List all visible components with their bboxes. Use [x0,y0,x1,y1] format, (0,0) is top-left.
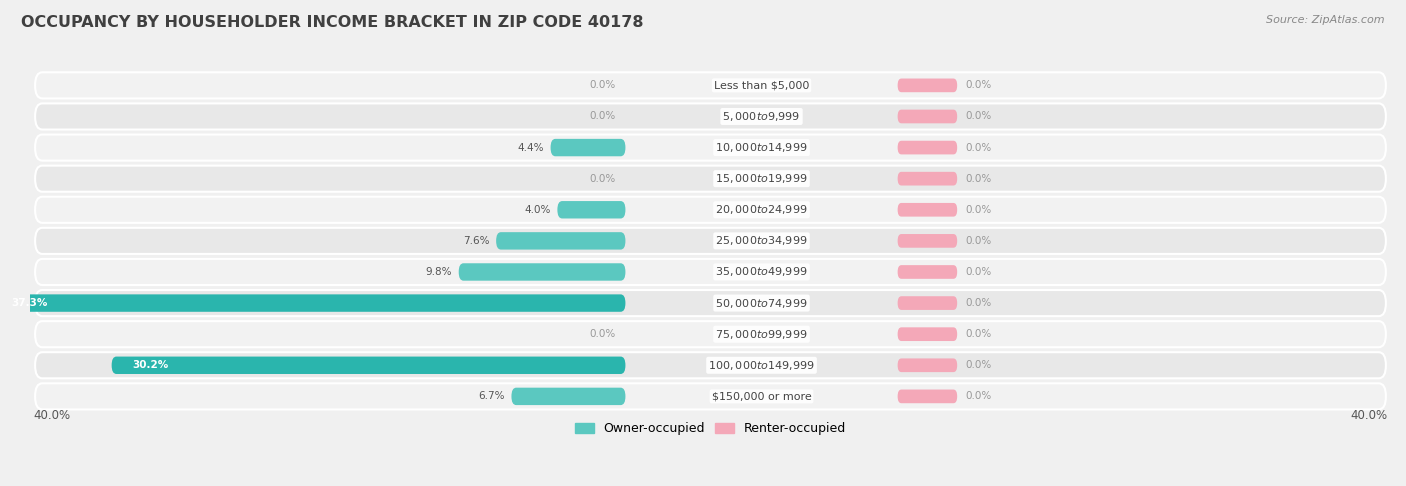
FancyBboxPatch shape [897,234,957,248]
Text: $5,000 to $9,999: $5,000 to $9,999 [723,110,800,123]
Text: $75,000 to $99,999: $75,000 to $99,999 [716,328,808,341]
Text: 40.0%: 40.0% [1351,409,1388,422]
FancyBboxPatch shape [35,259,1386,285]
FancyBboxPatch shape [897,328,957,341]
Text: 40.0%: 40.0% [34,409,70,422]
Text: 37.3%: 37.3% [11,298,48,308]
Text: $10,000 to $14,999: $10,000 to $14,999 [716,141,808,154]
Text: 9.8%: 9.8% [426,267,451,277]
Text: 6.7%: 6.7% [478,391,505,401]
FancyBboxPatch shape [111,357,626,374]
Text: 4.0%: 4.0% [524,205,551,215]
Text: 0.0%: 0.0% [966,391,991,401]
Text: $15,000 to $19,999: $15,000 to $19,999 [716,172,808,185]
FancyBboxPatch shape [496,232,626,250]
FancyBboxPatch shape [35,352,1386,378]
Text: $25,000 to $34,999: $25,000 to $34,999 [716,234,808,247]
Text: 30.2%: 30.2% [132,360,169,370]
Legend: Owner-occupied, Renter-occupied: Owner-occupied, Renter-occupied [569,417,851,440]
Text: $150,000 or more: $150,000 or more [711,391,811,401]
FancyBboxPatch shape [35,166,1386,192]
Text: 0.0%: 0.0% [966,111,991,122]
FancyBboxPatch shape [35,383,1386,409]
Text: 0.0%: 0.0% [589,329,616,339]
Text: 0.0%: 0.0% [966,298,991,308]
FancyBboxPatch shape [35,290,1386,316]
Text: 0.0%: 0.0% [966,80,991,90]
FancyBboxPatch shape [35,228,1386,254]
Text: 0.0%: 0.0% [966,360,991,370]
FancyBboxPatch shape [512,388,626,405]
FancyBboxPatch shape [897,110,957,123]
Text: OCCUPANCY BY HOUSEHOLDER INCOME BRACKET IN ZIP CODE 40178: OCCUPANCY BY HOUSEHOLDER INCOME BRACKET … [21,15,644,30]
Text: Source: ZipAtlas.com: Source: ZipAtlas.com [1267,15,1385,25]
Text: 0.0%: 0.0% [589,111,616,122]
Text: 0.0%: 0.0% [966,142,991,153]
Text: $50,000 to $74,999: $50,000 to $74,999 [716,296,808,310]
Text: 7.6%: 7.6% [463,236,489,246]
FancyBboxPatch shape [35,197,1386,223]
Text: Less than $5,000: Less than $5,000 [714,80,810,90]
FancyBboxPatch shape [897,141,957,155]
Text: 0.0%: 0.0% [589,80,616,90]
FancyBboxPatch shape [897,265,957,279]
Text: 0.0%: 0.0% [966,236,991,246]
Text: 0.0%: 0.0% [966,174,991,184]
FancyBboxPatch shape [458,263,626,281]
Text: $100,000 to $149,999: $100,000 to $149,999 [709,359,815,372]
Text: 4.4%: 4.4% [517,142,544,153]
Text: $20,000 to $24,999: $20,000 to $24,999 [716,203,808,216]
FancyBboxPatch shape [897,296,957,310]
FancyBboxPatch shape [897,203,957,217]
FancyBboxPatch shape [897,172,957,186]
FancyBboxPatch shape [35,104,1386,130]
Text: $35,000 to $49,999: $35,000 to $49,999 [716,265,808,278]
FancyBboxPatch shape [35,135,1386,161]
FancyBboxPatch shape [551,139,626,156]
FancyBboxPatch shape [0,295,626,312]
FancyBboxPatch shape [897,390,957,403]
Text: 0.0%: 0.0% [589,174,616,184]
FancyBboxPatch shape [35,72,1386,99]
FancyBboxPatch shape [35,321,1386,347]
FancyBboxPatch shape [897,359,957,372]
FancyBboxPatch shape [557,201,626,219]
Text: 0.0%: 0.0% [966,329,991,339]
Text: 0.0%: 0.0% [966,205,991,215]
Text: 0.0%: 0.0% [966,267,991,277]
FancyBboxPatch shape [897,79,957,92]
